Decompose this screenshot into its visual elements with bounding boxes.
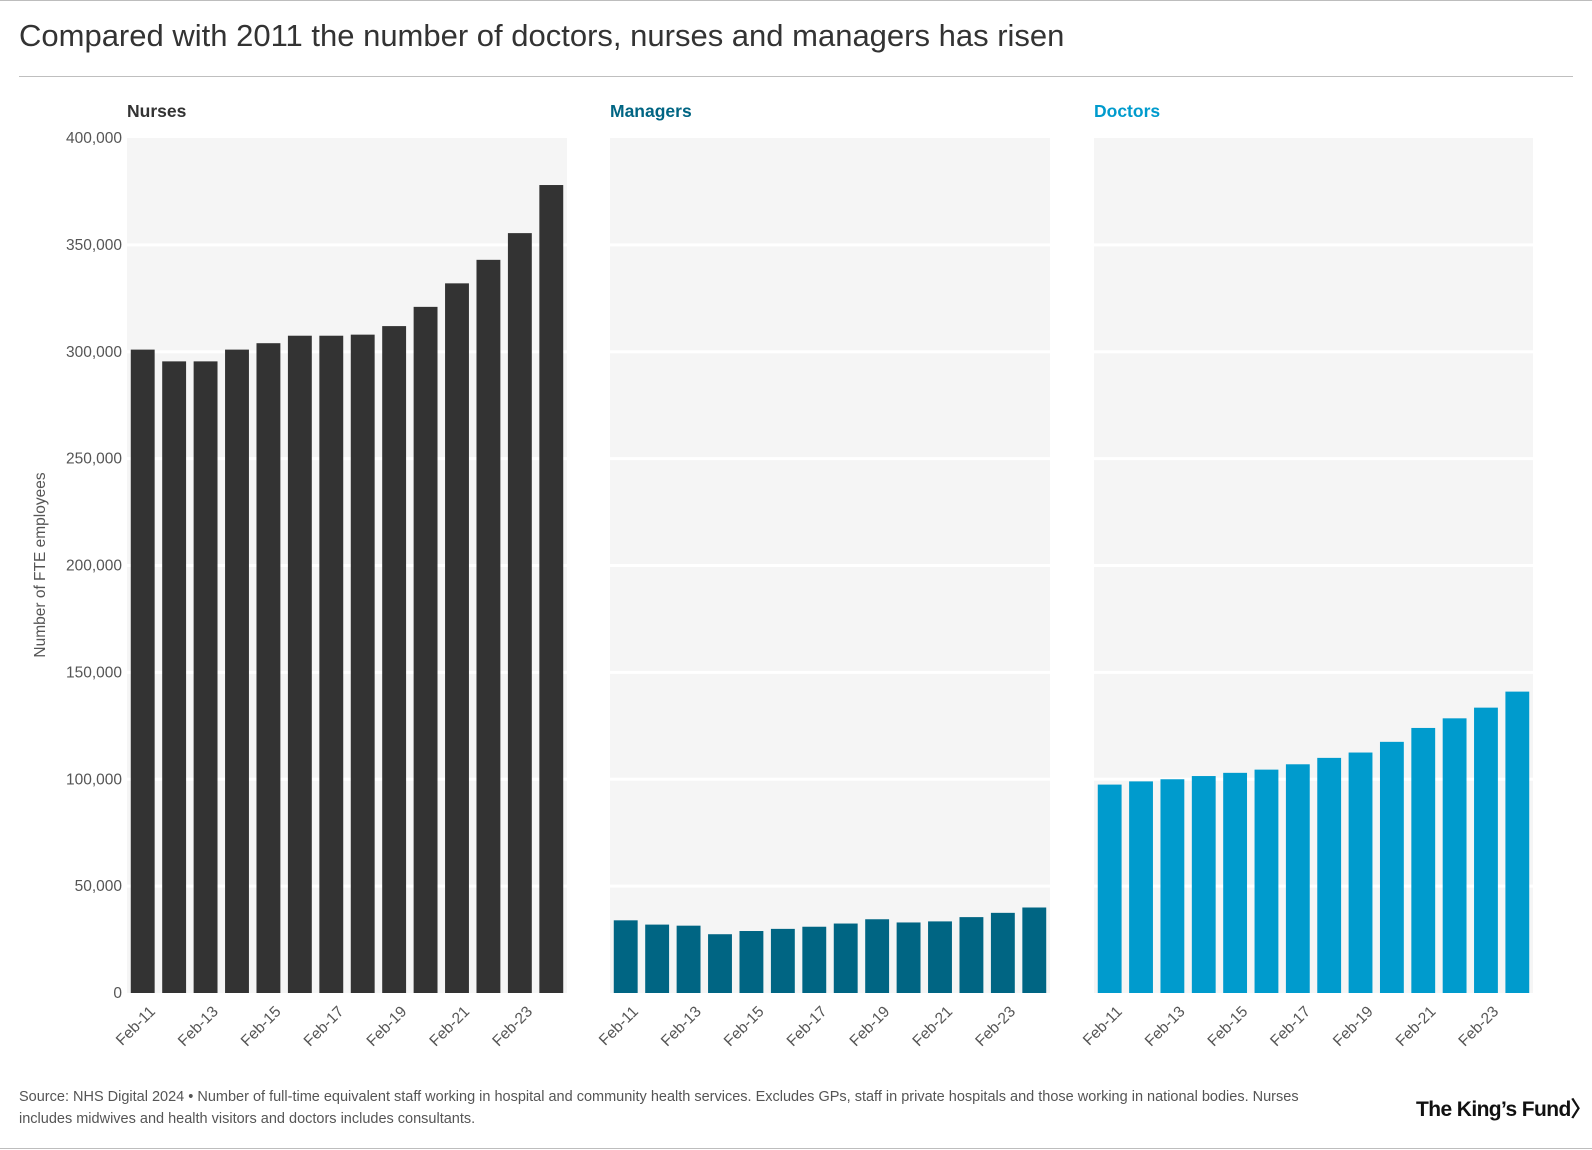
x-tick-label: Feb-19 <box>847 1003 894 1050</box>
y-axis-title: Number of FTE employees <box>32 472 49 657</box>
x-tick-label: Feb-19 <box>1330 1003 1377 1050</box>
panel-title-doctors: Doctors <box>1094 101 1160 121</box>
x-tick-label: Feb-19 <box>364 1003 411 1050</box>
bar-nurses-feb-22 <box>476 259 501 993</box>
y-tick-label: 250,000 <box>66 451 122 468</box>
bar-managers-feb-12 <box>645 924 670 993</box>
bar-doctors-feb-24 <box>1505 691 1530 993</box>
x-tick-label: Feb-17 <box>1267 1003 1314 1050</box>
bar-nurses-feb-24 <box>539 185 564 993</box>
x-tick-label: Feb-17 <box>784 1003 831 1050</box>
x-tick-label: Feb-21 <box>1393 1003 1440 1050</box>
bar-doctors-feb-22 <box>1442 718 1467 993</box>
bar-nurses-feb-13 <box>193 361 218 993</box>
x-tick-label: Feb-15 <box>238 1003 285 1050</box>
bar-doctors-feb-11 <box>1097 784 1122 993</box>
x-tick-label: Feb-15 <box>721 1003 768 1050</box>
bottom-border <box>0 1148 1592 1149</box>
y-tick-label: 50,000 <box>75 878 123 895</box>
bar-doctors-feb-15 <box>1223 772 1248 993</box>
bar-managers-feb-19 <box>865 919 890 993</box>
x-tick-label: Feb-17 <box>301 1003 348 1050</box>
bar-nurses-feb-17 <box>319 335 344 993</box>
x-tick-label: Feb-23 <box>489 1003 536 1050</box>
bar-nurses-feb-21 <box>445 283 469 994</box>
bar-managers-feb-24 <box>1022 907 1047 993</box>
title-divider <box>19 76 1573 77</box>
bar-managers-feb-17 <box>802 926 827 993</box>
bar-nurses-feb-20 <box>413 306 438 993</box>
bar-doctors-feb-17 <box>1285 764 1310 993</box>
bar-nurses-feb-15 <box>256 343 281 993</box>
source-note: Source: NHS Digital 2024 • Number of ful… <box>19 1089 1299 1127</box>
y-tick-label: 200,000 <box>66 558 122 575</box>
bar-managers-feb-16 <box>770 928 795 993</box>
bar-managers-feb-23 <box>990 912 1015 993</box>
bar-managers-feb-14 <box>708 934 732 993</box>
bar-nurses-feb-12 <box>162 361 187 993</box>
x-tick-label: Feb-21 <box>909 1003 956 1050</box>
bar-doctors-feb-12 <box>1129 781 1153 993</box>
y-tick-label: 400,000 <box>66 130 122 147</box>
bar-nurses-feb-18 <box>350 334 375 993</box>
bar-managers-feb-15 <box>739 931 764 993</box>
bar-doctors-feb-23 <box>1474 707 1498 993</box>
bar-doctors-feb-19 <box>1348 752 1373 993</box>
panel-title-managers: Managers <box>610 101 692 121</box>
bar-nurses-feb-14 <box>225 349 249 993</box>
kings-fund-logo: The King’s Fund〉 <box>1416 1098 1592 1121</box>
y-tick-label: 100,000 <box>66 771 122 788</box>
bar-doctors-feb-20 <box>1379 741 1404 993</box>
bar-nurses-feb-11 <box>130 349 155 993</box>
bar-nurses-feb-23 <box>507 233 532 993</box>
bar-managers-feb-18 <box>833 923 858 993</box>
x-tick-label: Feb-11 <box>113 1003 159 1049</box>
bar-nurses-feb-16 <box>287 335 312 993</box>
chart-title: Compared with 2011 the number of doctors… <box>19 18 1065 53</box>
x-tick-label: Feb-11 <box>1080 1003 1126 1049</box>
bar-doctors-feb-13 <box>1160 779 1185 993</box>
x-tick-label: Feb-13 <box>175 1003 222 1050</box>
bar-managers-feb-22 <box>959 917 984 993</box>
top-border <box>0 0 1592 1</box>
bar-doctors-feb-21 <box>1411 727 1436 993</box>
x-tick-label: Feb-13 <box>1142 1003 1189 1050</box>
bar-doctors-feb-18 <box>1317 757 1342 993</box>
y-tick-label: 350,000 <box>66 237 122 254</box>
x-tick-label: Feb-15 <box>1205 1003 1252 1050</box>
panel-title-nurses: Nurses <box>127 101 187 121</box>
bar-managers-feb-20 <box>896 922 921 993</box>
x-tick-label: Feb-23 <box>1455 1003 1502 1050</box>
bar-managers-feb-11 <box>613 920 638 993</box>
bar-doctors-feb-14 <box>1191 776 1216 993</box>
x-tick-label: Feb-11 <box>596 1003 642 1049</box>
bar-nurses-feb-19 <box>382 326 407 994</box>
bar-managers-feb-13 <box>676 925 701 993</box>
bar-managers-feb-21 <box>928 921 952 993</box>
y-tick-label: 150,000 <box>66 664 122 681</box>
bar-doctors-feb-16 <box>1254 769 1279 993</box>
x-tick-label: Feb-21 <box>426 1003 473 1050</box>
x-tick-label: Feb-13 <box>658 1003 705 1050</box>
y-tick-label: 0 <box>113 985 122 1002</box>
small-multiples-bar-chart: Number of FTE employees 0 50,000 100,000 150… <box>32 101 1533 1050</box>
x-tick-label: Feb-23 <box>972 1003 1019 1050</box>
y-tick-label: 300,000 <box>66 344 122 361</box>
